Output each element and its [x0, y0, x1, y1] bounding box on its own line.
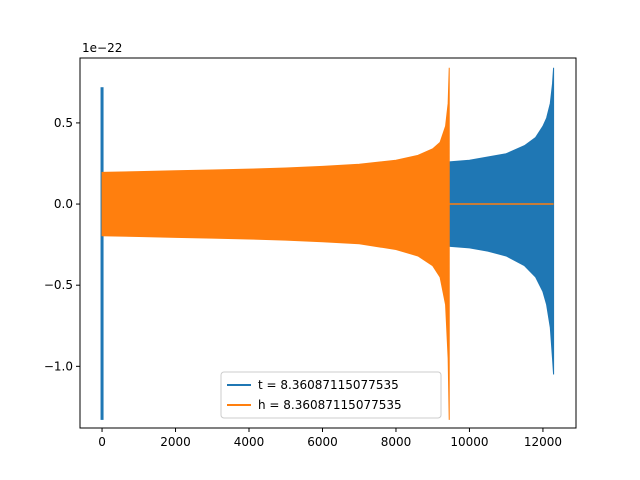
- y-tick-label: −0.5: [44, 278, 73, 292]
- y-offset-label: 1e−22: [82, 41, 122, 55]
- series-t: [100, 67, 555, 420]
- series-spike: [100, 87, 104, 420]
- legend-label: t = 8.36087115077535: [258, 378, 399, 392]
- legend-label: h = 8.36087115077535: [258, 398, 402, 412]
- legend: t = 8.36087115077535 h = 8.36087115077535: [220, 371, 442, 419]
- x-tick-label: 12000: [524, 435, 562, 449]
- x-axis: 0 2000 4000 6000 8000 10000 12000: [98, 428, 562, 449]
- x-tick-label: 2000: [160, 435, 191, 449]
- plot-frame: [79, 57, 577, 429]
- y-axis: 0.5 0.0 −0.5 −1.0: [44, 116, 80, 373]
- legend-box: [220, 371, 442, 419]
- series-h: [101, 67, 554, 420]
- plot-data: [100, 67, 555, 420]
- x-tick-label: 8000: [381, 435, 412, 449]
- series-band: [448, 67, 555, 375]
- x-tick-label: 6000: [307, 435, 338, 449]
- y-tick-label: −1.0: [44, 359, 73, 373]
- x-tick-label: 0: [98, 435, 106, 449]
- x-tick-label: 4000: [234, 435, 265, 449]
- x-tick-label: 10000: [450, 435, 488, 449]
- series-band: [101, 67, 450, 420]
- y-tick-label: 0.0: [54, 197, 73, 211]
- y-tick-label: 0.5: [54, 116, 73, 130]
